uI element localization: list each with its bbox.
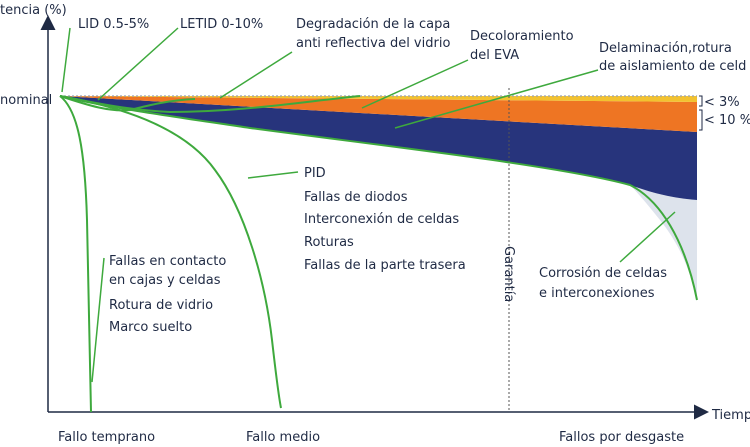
phase-wear-label: Fallos por desgaste	[559, 430, 684, 445]
decolor-label-2: del EVA	[470, 48, 519, 63]
early-contact-label-2: en cajas y celdas	[109, 273, 221, 288]
middle-list-item: Fallas de la parte trasera	[304, 258, 466, 273]
band3-label: < 3%	[704, 95, 740, 110]
middle-list-item: Roturas	[304, 235, 354, 250]
wear-tail-area	[630, 185, 697, 300]
band3-bracket	[699, 95, 703, 107]
early-failure-curve	[59, 95, 92, 413]
navy-degradation-band	[60, 96, 697, 200]
corrosion-pointer	[619, 211, 676, 263]
early-frame-label: Marco suelto	[109, 320, 192, 335]
lid-pointer	[61, 27, 71, 93]
pid-pointer	[247, 171, 299, 179]
band10-label: < 10 %	[704, 113, 750, 128]
orange-degradation-band	[60, 96, 697, 132]
nominal-label: nominal	[0, 93, 52, 108]
degradation-label-1: Degradación de la capa	[296, 17, 450, 32]
phase-early-label: Fallo temprano	[58, 430, 155, 445]
band10-bracket	[699, 109, 703, 131]
middle-list-item: Fallas de diodos	[304, 190, 408, 205]
letid-pointer	[97, 27, 179, 101]
y-axis-label: tencia (%)	[0, 3, 67, 18]
decolor-pointer	[361, 59, 469, 109]
degradation-label-2: anti reflectiva del vidrio	[296, 36, 450, 51]
letid-curve	[59, 95, 361, 114]
lid-label: LID 0.5-5%	[78, 17, 149, 32]
yellow-degradation-band	[60, 96, 697, 102]
delam-label-2: de aislamiento de celd	[599, 59, 746, 74]
delam-pointer	[394, 69, 599, 129]
mid-failure-curve	[59, 95, 282, 409]
letid-label: LETID 0-10%	[180, 17, 263, 32]
x-axis-label: Tiemp	[711, 408, 750, 423]
phase-mid-label: Fallo medio	[246, 430, 320, 445]
middle-list-item: PID	[304, 166, 326, 181]
corrosion-label-1: Corrosión de celdas	[539, 266, 667, 281]
early-pointer	[91, 257, 105, 383]
delam-label-1: Delaminación,rotura	[599, 41, 732, 56]
wear-curve	[59, 95, 698, 301]
corrosion-label-2: e interconexiones	[539, 286, 655, 301]
lid-curve	[59, 95, 196, 112]
degradation-pointer	[219, 51, 293, 99]
warranty-label: Garantía	[501, 246, 516, 302]
decolor-label-1: Decoloramiento	[470, 29, 574, 44]
early-glass-label: Rotura de vidrio	[109, 298, 213, 313]
early-contact-label-1: Fallas en contacto	[109, 254, 226, 269]
middle-list-item: Interconexión de celdas	[304, 212, 459, 227]
